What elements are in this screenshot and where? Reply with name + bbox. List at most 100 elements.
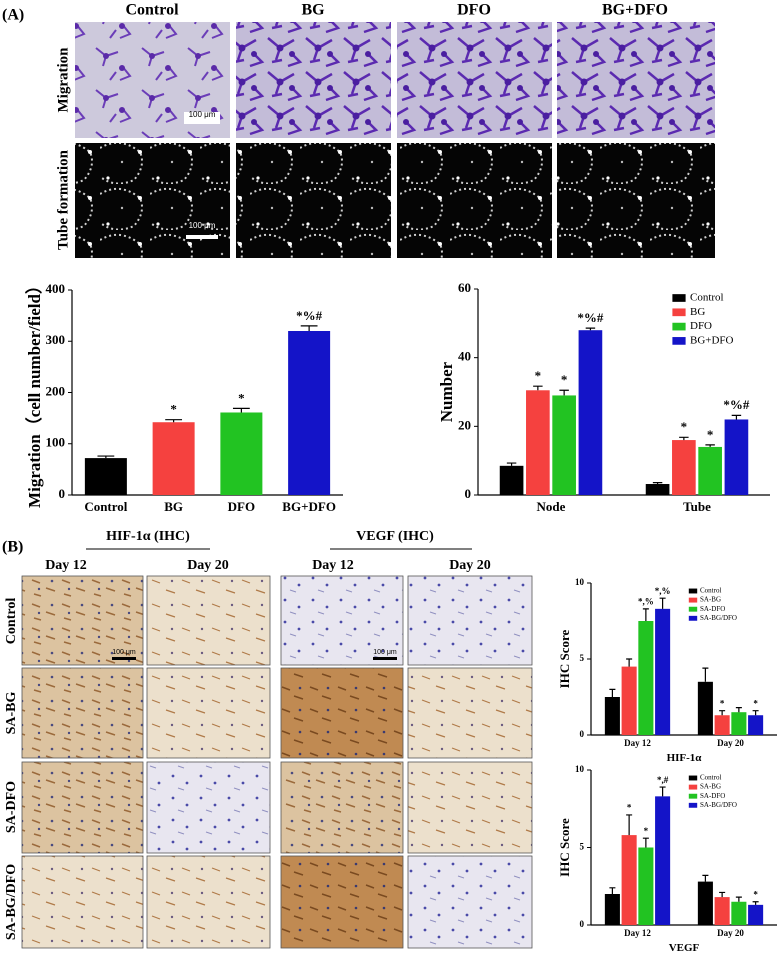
scale-bar-label: 100 μm <box>189 221 216 230</box>
row-label: Migration <box>55 47 71 113</box>
scale-bar-label: 100 μm <box>373 649 397 656</box>
bar <box>731 712 747 735</box>
significance-label: * <box>644 826 649 836</box>
y-tick-label: 5 <box>580 653 585 663</box>
significance-label: *%# <box>723 397 750 412</box>
column-label: BG+DFO <box>602 2 668 19</box>
error-bar <box>679 436 689 441</box>
significance-label: *,# <box>657 775 669 785</box>
legend-swatch <box>688 615 698 621</box>
significance-label: * <box>720 698 725 708</box>
ihc-grid <box>21 575 533 949</box>
y-tick-label: 10 <box>575 764 585 774</box>
legend-swatch <box>688 802 698 808</box>
legend-label: SA-DFO <box>700 605 725 613</box>
micrograph <box>397 22 552 138</box>
significance-label: * <box>561 372 568 387</box>
x-axis-label: HIF-1α <box>667 752 703 764</box>
x-tick-label: Control <box>84 499 127 514</box>
x-tick-label: Node <box>537 499 566 514</box>
scale-bar-label: 100 μm <box>112 649 136 656</box>
error-bar <box>626 658 633 667</box>
bar <box>220 412 263 495</box>
bar <box>578 330 603 495</box>
legend-label: BG+DFO <box>690 334 734 346</box>
bar <box>748 904 764 925</box>
legend-label: SA-BG/DFO <box>700 801 737 809</box>
y-axis-label: Migration（cell number/field） <box>24 277 44 508</box>
micrograph <box>146 667 271 759</box>
bar <box>655 608 671 735</box>
bar <box>604 697 620 735</box>
day-label: Day 12 <box>45 558 87 573</box>
legend-swatch <box>688 784 698 790</box>
y-tick-label: 60 <box>458 280 471 295</box>
significance-label: *%# <box>577 310 604 325</box>
error-bar <box>719 891 726 898</box>
significance-label: * <box>238 390 245 405</box>
error-bar <box>609 887 616 894</box>
legend-label: BG <box>690 306 705 318</box>
legend-label: Control <box>690 292 724 304</box>
bar <box>84 458 127 495</box>
row-label: SA-BG <box>4 692 19 735</box>
y-tick-label: 10 <box>575 577 585 587</box>
error-bar <box>735 707 742 713</box>
error-bar <box>585 327 596 331</box>
x-axis-label: VEGF <box>669 942 700 954</box>
group-header: VEGF (IHC) <box>356 529 434 544</box>
micrograph <box>407 855 533 949</box>
y-axis-label: IHC Score <box>557 818 572 877</box>
group-header: HIF-1α (IHC) <box>106 529 190 544</box>
x-tick-label: DFO <box>228 499 255 514</box>
y-tick-label: 100 <box>46 435 66 450</box>
error-bar <box>752 710 759 716</box>
error-bar <box>702 667 709 682</box>
y-tick-label: 200 <box>46 383 66 398</box>
y-tick-label: 0 <box>580 729 585 739</box>
error-bar <box>97 455 115 459</box>
micrograph <box>280 761 404 854</box>
error-bar <box>609 688 616 697</box>
legend-label: SA-DFO <box>700 792 725 800</box>
error-bar <box>702 874 709 882</box>
x-tick-label: Day 12 <box>624 738 651 748</box>
micrograph <box>280 667 404 759</box>
row-label: SA-DFO <box>4 781 19 833</box>
scale-bar-label: 100 μm <box>189 110 216 119</box>
bar <box>638 621 654 735</box>
legend-swatch <box>672 308 686 317</box>
column-label: Control <box>125 2 179 19</box>
bar <box>724 419 749 495</box>
column-label: DFO <box>457 2 491 19</box>
day-label: Day 12 <box>312 558 354 573</box>
legend-label: Control <box>700 587 721 595</box>
significance-label: * <box>170 402 177 417</box>
error-bar <box>705 444 715 447</box>
micrograph <box>397 143 552 258</box>
bar <box>698 446 722 495</box>
bar <box>697 881 713 925</box>
micrograph <box>557 143 715 258</box>
micrograph <box>21 575 144 666</box>
legend-swatch <box>672 322 686 331</box>
error-bar <box>731 414 742 420</box>
error-bar <box>300 325 318 331</box>
micrograph <box>236 143 391 258</box>
legend-label: SA-BG/DFO <box>700 614 737 622</box>
significance-label: * <box>627 803 632 813</box>
error-bar <box>232 407 250 413</box>
scale-bar <box>186 235 218 239</box>
error-bar <box>642 608 649 621</box>
bar <box>748 715 764 735</box>
micrograph <box>146 855 271 949</box>
bar <box>645 484 670 495</box>
day-label: Day 20 <box>187 558 229 573</box>
scale-bar <box>373 657 397 660</box>
significance-label: * <box>753 698 758 708</box>
scale-bar <box>112 657 136 660</box>
micrograph <box>21 667 144 759</box>
significance-label: * <box>681 419 688 434</box>
bar <box>697 681 713 735</box>
bar <box>714 897 730 925</box>
